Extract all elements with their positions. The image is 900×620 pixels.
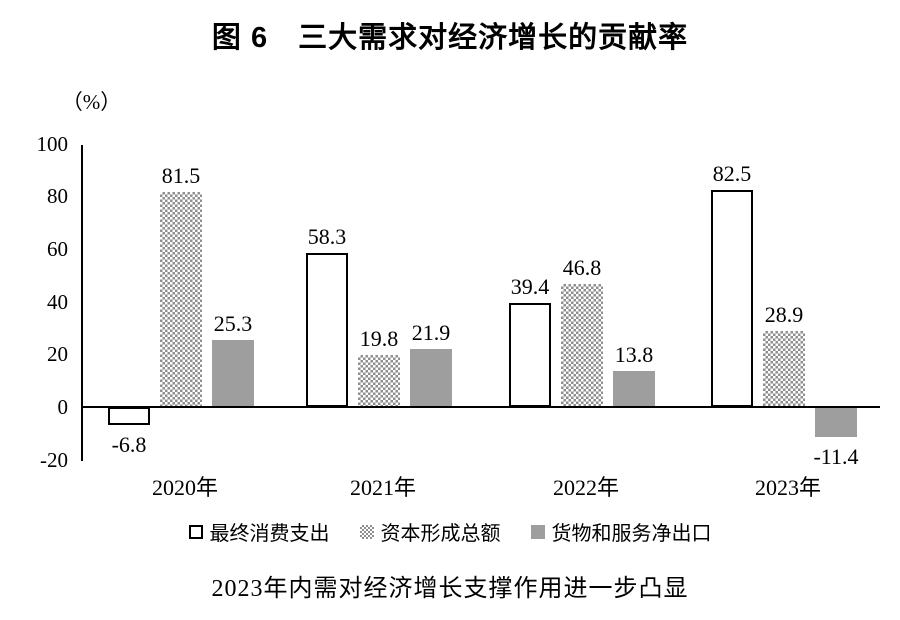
bar (763, 330, 805, 407)
x-axis-category-label: 2020年 (151, 475, 218, 500)
y-axis-unit-label: （%） (61, 90, 122, 114)
legend-swatch (188, 524, 203, 539)
bar-value-label: 25.3 (213, 311, 253, 337)
legend-swatch (530, 524, 545, 539)
y-tick-label: 0 (57, 395, 69, 419)
y-tick-label: 40 (47, 289, 68, 314)
legend-item: 最终消费支出 (188, 517, 330, 546)
bar-value-label: 21.9 (411, 320, 451, 346)
bar (561, 283, 603, 407)
y-tick-label: 60 (47, 236, 68, 261)
x-axis-baseline (81, 406, 880, 408)
y-tick-label: 80 (47, 184, 68, 209)
bar (160, 192, 202, 407)
bar-value-label: 46.8 (562, 254, 602, 280)
x-axis-category-label: 2023年 (754, 475, 821, 500)
legend-label: 货物和服务净出口 (551, 523, 712, 545)
bar (212, 340, 254, 407)
bar-value-label: -6.8 (111, 431, 147, 457)
x-axis-category-label: 2022年 (552, 475, 619, 500)
bar-value-label: 19.8 (359, 325, 399, 351)
bar (358, 354, 400, 407)
bar (306, 253, 348, 407)
y-tick-label: 100 (36, 131, 69, 156)
legend-item: 货物和服务净出口 (530, 517, 712, 546)
legend-label: 最终消费支出 (209, 523, 330, 545)
legend-item: 资本形成总额 (359, 517, 501, 546)
bar (509, 303, 551, 407)
bar (815, 407, 857, 438)
bar (410, 349, 452, 407)
x-axis-category-label: 2021年 (349, 475, 416, 500)
bar (108, 407, 150, 425)
legend-label: 资本形成总额 (380, 523, 501, 545)
bar-value-label: 39.4 (510, 274, 550, 300)
bar (711, 189, 753, 407)
bar-value-label: 13.8 (614, 341, 654, 367)
y-tick-label: 20 (47, 342, 68, 367)
bar-value-label: -11.4 (813, 444, 859, 470)
figure-title: 图 6 三大需求对经济增长的贡献率 (211, 22, 689, 54)
bar-value-label: 58.3 (307, 224, 347, 250)
bar-value-label: 82.5 (712, 160, 752, 186)
y-tick-label: -20 (40, 447, 68, 472)
bar (613, 370, 655, 407)
bar-value-label: 81.5 (161, 163, 201, 189)
legend-swatch (359, 524, 374, 539)
y-axis-line (81, 145, 83, 461)
figure-caption: 2023年内需对经济增长支撑作用进一步凸显 (211, 576, 689, 602)
chart-legend: 最终消费支出 资本形成总额 货物和服务净出口 (0, 517, 900, 546)
bar-value-label: 28.9 (764, 301, 804, 327)
